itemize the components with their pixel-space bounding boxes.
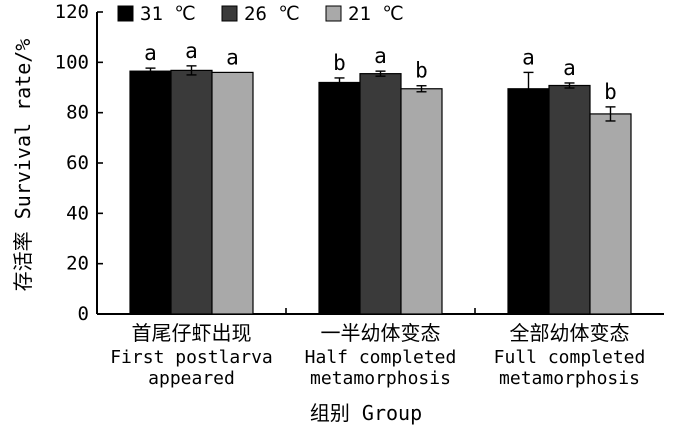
category-label-en: First postlarva [110,347,273,368]
category-label-en: metamorphosis [499,368,640,389]
bar-2-3 [548,84,591,315]
significance-label: a [144,41,157,65]
bar-1-3 [507,88,550,315]
legend-label: 21 ℃ [348,3,404,25]
significance-label: a [374,44,387,68]
significance-label: a [563,56,576,80]
category-label-en: Full completed [494,347,646,368]
category-label-en: appeared [148,368,235,389]
legend-swatch [325,5,342,22]
bar-1-1 [129,70,172,315]
bar-3-3 [589,113,632,315]
x-axis-title: 组别 Group [310,401,422,425]
significance-label: b [604,80,617,104]
category-label-cn: 首尾仔虾出现 [132,321,252,345]
category-label-cn: 一半幼体变态 [321,321,441,345]
y-tick-label: 120 [55,1,89,23]
y-tick-label: 0 [78,303,89,325]
legend-label: 31 ℃ [140,3,196,25]
bar-2-1 [170,69,213,315]
significance-label: b [333,51,346,75]
bar-1-2 [318,81,361,315]
significance-label: b [415,59,428,83]
y-tick-label: 20 [66,253,89,275]
significance-label: a [185,39,198,63]
legend-label: 26 ℃ [244,3,300,25]
significance-label: a [522,45,535,69]
category-label-en: Half completed [305,347,457,368]
y-tick-label: 100 [55,51,89,73]
bar-3-1 [211,71,254,315]
category-label-cn: 全部幼体变态 [510,321,630,345]
category-label-en: metamorphosis [310,368,451,389]
legend-swatch [221,5,238,22]
y-tick-label: 40 [66,202,89,224]
legend-swatch [117,5,134,22]
bar-3-2 [400,88,443,315]
bar-2-2 [359,73,402,315]
y-tick-label: 60 [66,152,89,174]
significance-label: a [226,45,239,69]
y-axis-title: 存活率 Survival rate/% [11,39,35,292]
y-tick-label: 80 [66,102,89,124]
